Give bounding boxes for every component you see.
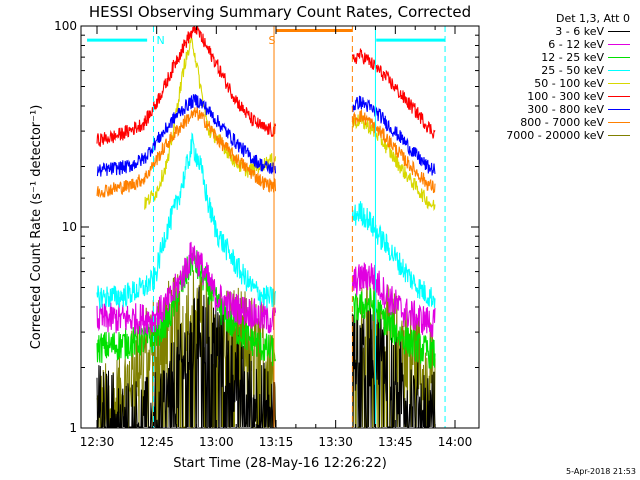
legend: Det 1,3, Att 0 3 - 6 keV 6 - 12 keV 12 - 2… bbox=[488, 12, 636, 142]
legend-item: 7000 - 20000 keV bbox=[488, 129, 636, 142]
x-tick-label: 14:00 bbox=[438, 435, 473, 449]
annotation-n: N bbox=[157, 34, 165, 47]
series-50-100-kev bbox=[144, 37, 436, 212]
legend-item-label: 300 - 800 keV bbox=[527, 103, 604, 116]
legend-item-label: 6 - 12 keV bbox=[548, 38, 604, 51]
series-line bbox=[96, 26, 436, 147]
x-tick-label: 13:15 bbox=[259, 435, 294, 449]
legend-item: 300 - 800 keV bbox=[488, 103, 636, 116]
legend-swatch bbox=[608, 96, 630, 97]
legend-item-label: 3 - 6 keV bbox=[555, 25, 604, 38]
legend-item-label: 100 - 300 keV bbox=[527, 90, 604, 103]
legend-item: 12 - 25 keV bbox=[488, 51, 636, 64]
legend-swatch bbox=[608, 83, 630, 84]
legend-rows: 3 - 6 keV 6 - 12 keV 12 - 25 keV 25 - 50 ke… bbox=[488, 25, 636, 142]
series-6-12-kev bbox=[96, 241, 436, 338]
legend-swatch bbox=[608, 135, 630, 136]
axis-layer: 12:30 12:45 13:00 13:15 13:30 13:45 14:00 1 10 10… bbox=[54, 19, 479, 449]
legend-item: 3 - 6 keV bbox=[488, 25, 636, 38]
x-tick-label: 13:45 bbox=[378, 435, 413, 449]
series-line bbox=[96, 248, 436, 369]
series-line bbox=[96, 241, 436, 338]
x-tick-label: 13:30 bbox=[318, 435, 353, 449]
x-axis-label: Start Time (28-May-16 12:26:22) bbox=[173, 456, 387, 471]
timestamp: 5-Apr-2018 21:53 bbox=[566, 467, 636, 476]
legend-item: 800 - 7000 keV bbox=[488, 116, 636, 129]
series-800-7000-kev bbox=[96, 106, 436, 199]
legend-swatch bbox=[608, 122, 630, 123]
legend-item-label: 25 - 50 keV bbox=[541, 64, 604, 77]
x-tick-label: 13:00 bbox=[199, 435, 234, 449]
legend-title: Det 1,3, Att 0 bbox=[556, 12, 630, 25]
legend-item: 50 - 100 keV bbox=[488, 77, 636, 90]
series-line bbox=[96, 132, 436, 309]
series-line bbox=[96, 286, 436, 428]
y-tick-label: 1 bbox=[69, 421, 77, 435]
x-tick-label: 12:30 bbox=[80, 435, 115, 449]
legend-item: 100 - 300 keV bbox=[488, 90, 636, 103]
series-25-50-kev bbox=[96, 132, 436, 309]
series-300-800-kev bbox=[96, 94, 436, 177]
series-12-25-kev bbox=[96, 248, 436, 369]
y-tick-label: 100 bbox=[54, 19, 77, 33]
legend-item: 25 - 50 keV bbox=[488, 64, 636, 77]
chart-title: HESSI Observing Summary Count Rates, Cor… bbox=[89, 3, 471, 21]
x-tick-label: 12:45 bbox=[139, 435, 174, 449]
legend-item: 6 - 12 keV bbox=[488, 38, 636, 51]
legend-item-label: 7000 - 20000 keV bbox=[506, 129, 604, 142]
legend-swatch bbox=[608, 31, 630, 32]
y-tick-label: 10 bbox=[62, 220, 77, 234]
series-line bbox=[144, 37, 436, 212]
y-axis-label: Corrected Count Rate (s⁻¹ detector⁻¹) bbox=[29, 105, 44, 350]
series-3-6-kev bbox=[96, 286, 436, 428]
legend-item-label: 12 - 25 keV bbox=[541, 51, 604, 64]
annotation-s: S bbox=[269, 34, 276, 47]
legend-swatch bbox=[608, 44, 630, 45]
legend-item-label: 800 - 7000 keV bbox=[520, 116, 604, 129]
series-layer bbox=[96, 26, 436, 428]
series-100-300-kev bbox=[96, 26, 436, 147]
series-line bbox=[96, 94, 436, 177]
legend-item-label: 50 - 100 keV bbox=[534, 77, 604, 90]
legend-swatch bbox=[608, 109, 630, 110]
series-line bbox=[96, 106, 436, 199]
legend-swatch bbox=[608, 70, 630, 71]
legend-swatch bbox=[608, 57, 630, 58]
